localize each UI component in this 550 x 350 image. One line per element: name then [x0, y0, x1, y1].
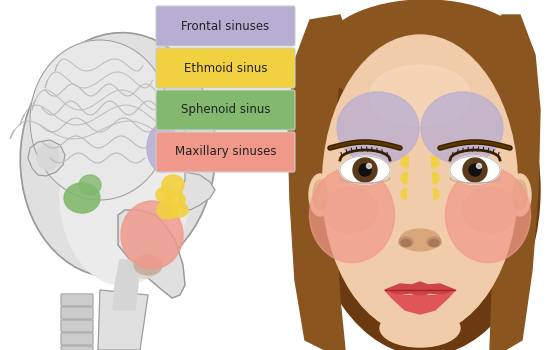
Ellipse shape — [30, 40, 170, 200]
Ellipse shape — [165, 191, 185, 209]
Polygon shape — [28, 140, 65, 176]
Ellipse shape — [340, 156, 390, 184]
Ellipse shape — [337, 92, 419, 164]
Ellipse shape — [322, 35, 518, 335]
FancyBboxPatch shape — [156, 132, 295, 172]
FancyBboxPatch shape — [61, 320, 93, 332]
FancyBboxPatch shape — [156, 48, 295, 88]
Polygon shape — [385, 290, 455, 314]
Ellipse shape — [425, 188, 439, 200]
Ellipse shape — [380, 309, 460, 347]
Ellipse shape — [60, 95, 190, 285]
Ellipse shape — [366, 163, 371, 168]
Text: Maxillary sinuses: Maxillary sinuses — [175, 146, 276, 159]
Ellipse shape — [309, 174, 331, 216]
Ellipse shape — [413, 181, 427, 191]
Polygon shape — [180, 172, 215, 210]
Ellipse shape — [469, 164, 481, 176]
Polygon shape — [288, 15, 348, 350]
Text: Frontal sinuses: Frontal sinuses — [182, 20, 270, 33]
Text: Sphenoid sinus: Sphenoid sinus — [181, 104, 270, 117]
Polygon shape — [98, 290, 148, 350]
Ellipse shape — [157, 201, 179, 219]
Ellipse shape — [429, 239, 439, 246]
Ellipse shape — [322, 188, 377, 232]
Ellipse shape — [359, 164, 371, 176]
Ellipse shape — [399, 237, 413, 247]
Ellipse shape — [450, 156, 500, 184]
Polygon shape — [406, 155, 434, 238]
Ellipse shape — [162, 175, 184, 195]
FancyBboxPatch shape — [61, 294, 93, 306]
Ellipse shape — [64, 183, 100, 213]
Ellipse shape — [400, 229, 440, 251]
Ellipse shape — [509, 174, 531, 216]
Ellipse shape — [134, 255, 162, 275]
FancyBboxPatch shape — [61, 346, 93, 350]
Ellipse shape — [410, 192, 430, 208]
Ellipse shape — [310, 25, 540, 350]
Polygon shape — [135, 240, 165, 278]
Ellipse shape — [427, 237, 441, 247]
FancyBboxPatch shape — [156, 6, 295, 46]
Polygon shape — [118, 210, 185, 298]
Ellipse shape — [413, 164, 427, 176]
FancyBboxPatch shape — [61, 307, 93, 319]
Polygon shape — [385, 282, 455, 296]
Ellipse shape — [172, 203, 188, 217]
Text: Ethmoid sinus: Ethmoid sinus — [184, 62, 267, 75]
Ellipse shape — [401, 156, 415, 168]
Ellipse shape — [147, 124, 179, 172]
Ellipse shape — [353, 158, 377, 182]
Ellipse shape — [401, 172, 415, 184]
Ellipse shape — [320, 0, 530, 110]
Ellipse shape — [156, 187, 174, 203]
Ellipse shape — [463, 188, 518, 232]
Ellipse shape — [421, 92, 503, 164]
Ellipse shape — [121, 201, 183, 269]
Ellipse shape — [401, 188, 415, 200]
Ellipse shape — [446, 168, 531, 262]
Ellipse shape — [476, 163, 481, 168]
Ellipse shape — [310, 168, 394, 262]
FancyBboxPatch shape — [156, 90, 295, 130]
Polygon shape — [113, 260, 138, 310]
Ellipse shape — [425, 156, 439, 168]
Ellipse shape — [20, 33, 216, 277]
Ellipse shape — [313, 180, 327, 210]
Ellipse shape — [37, 144, 59, 170]
Polygon shape — [488, 15, 540, 350]
Ellipse shape — [463, 158, 487, 182]
Ellipse shape — [513, 180, 527, 210]
FancyBboxPatch shape — [61, 333, 93, 345]
Ellipse shape — [425, 172, 439, 184]
Ellipse shape — [370, 65, 470, 125]
Ellipse shape — [79, 175, 101, 195]
Ellipse shape — [401, 239, 411, 246]
